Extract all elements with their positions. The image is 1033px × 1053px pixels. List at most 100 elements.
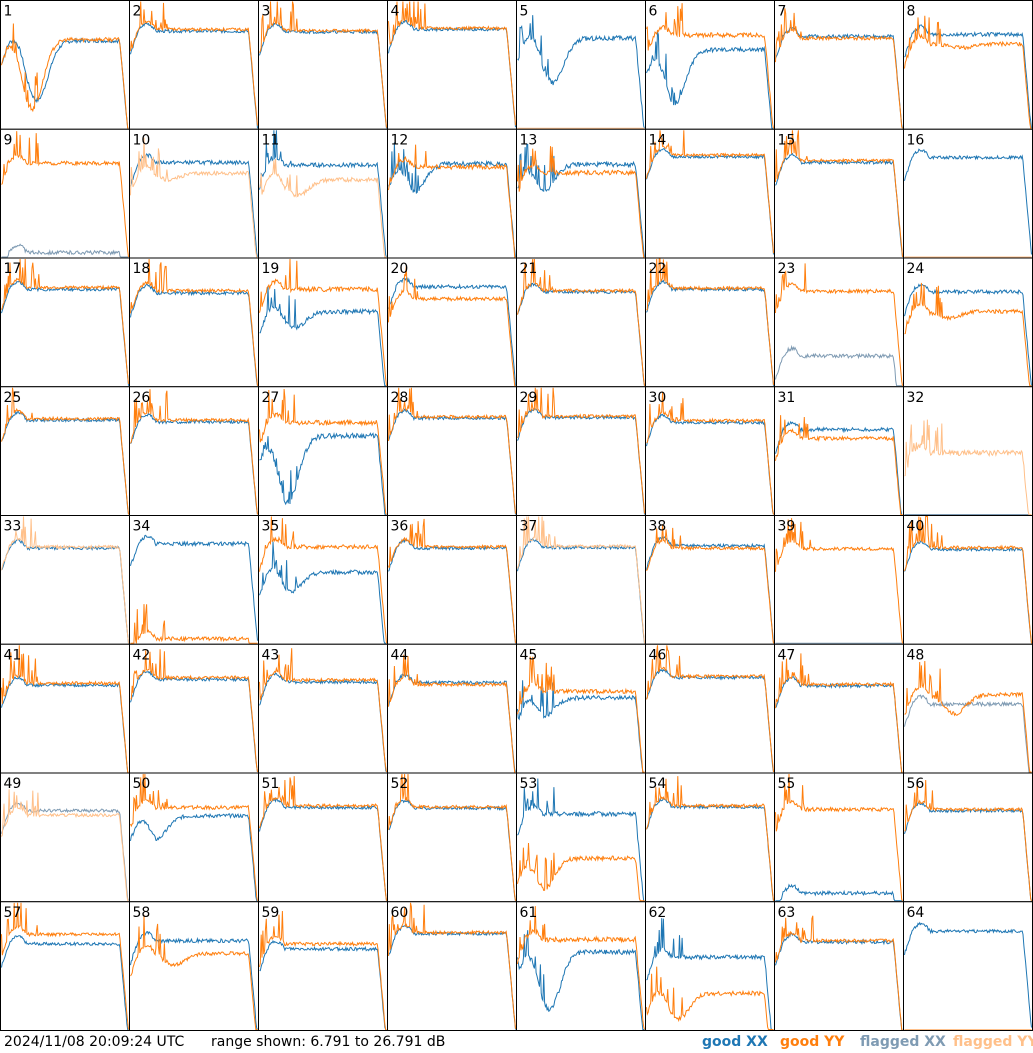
panel-label: 50: [133, 776, 151, 792]
panel-label: 10: [133, 132, 151, 148]
panel-label: 59: [262, 905, 280, 921]
panel-7: 7: [774, 0, 904, 130]
panel-3: 3: [258, 0, 388, 130]
spectrum-yy-panel-62: [646, 966, 774, 1030]
panel-48: 48: [903, 643, 1033, 774]
panel-frame: [903, 901, 1033, 1031]
spectrum-yy-panel-52: [388, 773, 516, 901]
spectrum-xx-panel-27: [259, 431, 387, 515]
spectrum-yy-panel-20: [388, 266, 516, 387]
panel-frame: [387, 386, 517, 516]
spectrum-yy-panel-38: [646, 524, 774, 644]
panel-frame: [129, 643, 259, 774]
legend-flagged-yy-word: flagged: [953, 1034, 1013, 1050]
spectrum-xx-panel-16: [904, 148, 1032, 255]
spectrum-yy-panel-31: [775, 415, 903, 515]
spectrum-xx-panel-34: [130, 534, 258, 641]
panel-frame: [258, 772, 388, 903]
legend-flagged-xx: flagged XX: [860, 1034, 946, 1050]
spectrum-xx-panel-37: [517, 537, 645, 644]
panel-label: 37: [520, 519, 538, 535]
panel-label: 1: [4, 4, 13, 20]
spectrum-yy-panel-41: [1, 645, 129, 773]
panel-frame: [387, 643, 517, 774]
panel-label: 12: [391, 132, 409, 148]
panel-22: 22: [645, 257, 775, 388]
spectrum-yy-panel-48: [904, 660, 1032, 773]
panel-label: 17: [4, 261, 22, 277]
panel-10: 10: [129, 128, 259, 259]
panel-label: 11: [262, 132, 280, 148]
panel-label: 24: [907, 261, 925, 277]
panel-14: 14: [645, 128, 775, 259]
spectrum-xx-panel-11: [259, 130, 387, 258]
spectrum-xx-panel-9: [1, 243, 129, 258]
panel-label: 38: [649, 519, 667, 535]
panel-38: 38: [645, 515, 775, 645]
panel-label: 62: [649, 905, 667, 921]
spectrum-yy-panel-9: [1, 131, 129, 258]
panel-29: 29: [516, 386, 646, 516]
panel-frame: [645, 128, 775, 259]
panel-4: 4: [387, 0, 517, 130]
panel-label: 23: [778, 261, 796, 277]
panel-1: 1: [0, 0, 130, 130]
panel-frame: [129, 0, 259, 130]
spectrum-yy-panel-36: [388, 518, 516, 644]
panel-45: 45: [516, 643, 646, 774]
panel-label: 46: [649, 647, 667, 663]
panel-label: 29: [520, 390, 538, 406]
panel-label: 43: [262, 647, 280, 663]
panel-label: 35: [262, 519, 280, 535]
spectrum-yy-panel-28: [388, 387, 516, 514]
panel-label: 14: [649, 132, 667, 148]
panel-59: 59: [258, 901, 388, 1031]
panel-label: 55: [778, 776, 796, 792]
panel-56: 56: [903, 772, 1033, 903]
panel-15: 15: [774, 128, 904, 259]
spectrum-xx-panel-57: [1, 935, 129, 1030]
spectrum-yy-panel-44: [388, 654, 516, 773]
panel-43: 43: [258, 643, 388, 774]
panel-frame: [774, 643, 904, 774]
spectrum-yy-panel-32: [904, 419, 1032, 515]
panel-label: 63: [778, 905, 796, 921]
spectrum-xx-panel-36: [388, 538, 516, 644]
panel-label: 64: [907, 905, 925, 921]
spectrum-xx-panel-31: [775, 420, 903, 515]
panel-11: 11: [258, 128, 388, 259]
panel-19: 19: [258, 257, 388, 388]
spectrum-xx-panel-30: [646, 413, 774, 515]
spectrum-yy-panel-58: [130, 914, 258, 1030]
spectrum-yy-panel-1: [1, 23, 129, 129]
panel-57: 57: [0, 901, 130, 1031]
spectrum-xx-panel-49: [1, 801, 129, 901]
panel-label: 56: [907, 776, 925, 792]
panel-label: 5: [520, 4, 529, 20]
panel-frame: [387, 772, 517, 903]
spectrum-xx-panel-55: [775, 883, 903, 902]
spectrum-yy-panel-40: [904, 516, 1032, 644]
panel-label: 8: [907, 4, 916, 20]
spectrum-yy-panel-26: [130, 389, 258, 515]
panel-label: 60: [391, 905, 409, 921]
panel-frame: [387, 128, 517, 259]
legend-flagged-xx-pol: XX: [924, 1034, 946, 1050]
spectrum-yy-panel-22: [646, 258, 774, 385]
panel-58: 58: [129, 901, 259, 1031]
panel-label: 6: [649, 4, 658, 20]
panel-label: 27: [262, 390, 280, 406]
panel-frame: [516, 128, 646, 259]
panel-label: 13: [520, 132, 538, 148]
panel-60: 60: [387, 901, 517, 1031]
spectrum-yy-panel-60: [388, 902, 516, 1029]
spectrum-xx-panel-35: [259, 541, 387, 644]
panel-frame: [387, 515, 517, 645]
panel-51: 51: [258, 772, 388, 903]
legend-flagged-yy-pol: YY: [1017, 1034, 1033, 1050]
panel-label: 18: [133, 261, 151, 277]
panel-frame: [129, 515, 259, 645]
panel-frame: [516, 643, 646, 774]
panel-label: 31: [778, 390, 796, 406]
spectrum-xx-panel-53: [517, 778, 645, 902]
